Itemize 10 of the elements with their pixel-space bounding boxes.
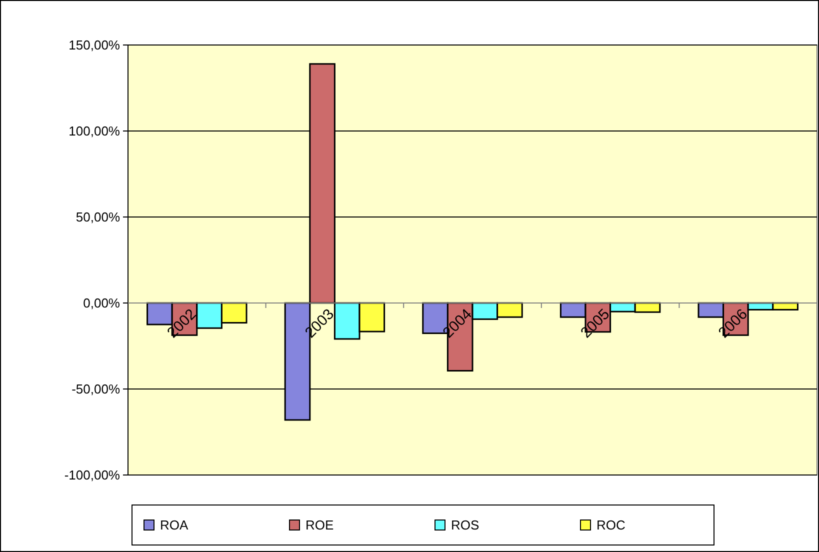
legend-label: ROE <box>306 518 334 533</box>
legend-label: ROS <box>451 518 480 533</box>
y-tick-label: 100,00% <box>68 124 120 139</box>
y-tick-label: -50,00% <box>72 382 120 397</box>
y-tick-label: 50,00% <box>76 210 120 225</box>
y-tick-label: -100,00% <box>64 468 120 483</box>
y-tick-label: 150,00% <box>68 38 120 53</box>
legend-label: ROA <box>160 518 188 533</box>
legend-label: ROC <box>596 518 626 533</box>
y-tick-label: 0,00% <box>83 296 120 311</box>
